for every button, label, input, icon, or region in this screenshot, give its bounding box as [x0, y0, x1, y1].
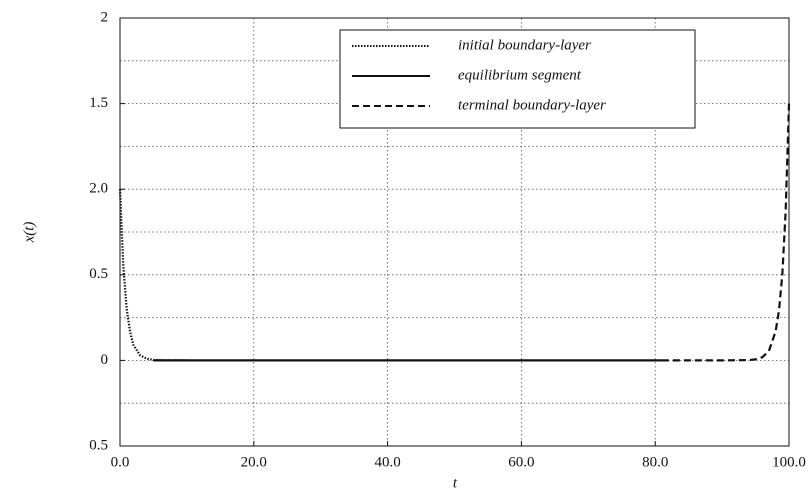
x-axis-label: t — [453, 475, 458, 491]
legend-label: terminal boundary-layer — [458, 97, 606, 113]
legend-label: equilibrium segment — [458, 67, 582, 83]
series-line — [661, 103, 791, 362]
legend-label: initial boundary-layer — [458, 37, 591, 53]
legend-box — [339, 29, 696, 129]
y-tick-label: 2.0 — [89, 181, 108, 197]
y-tick-label: 0 — [101, 352, 109, 368]
plot-frame — [119, 17, 790, 447]
x-tick-label: 80.0 — [642, 454, 668, 470]
x-tick-label: 40.0 — [374, 454, 400, 470]
y-tick-label: 0.5 — [89, 437, 108, 453]
y-tick-label: 1.5 — [89, 95, 108, 111]
y-tick-label: 2 — [101, 9, 109, 25]
y-tick-label: 0.5 — [89, 266, 108, 282]
x-tick-label: 100.0 — [772, 454, 806, 470]
x-tick-label: 60.0 — [508, 454, 534, 470]
legend: initial boundary-layer equilibrium segmen… — [339, 29, 696, 129]
x-tick-label: 20.0 — [241, 454, 267, 470]
x-tick-label: 0.0 — [111, 454, 130, 470]
y-axis-label: x(t) — [21, 222, 37, 244]
